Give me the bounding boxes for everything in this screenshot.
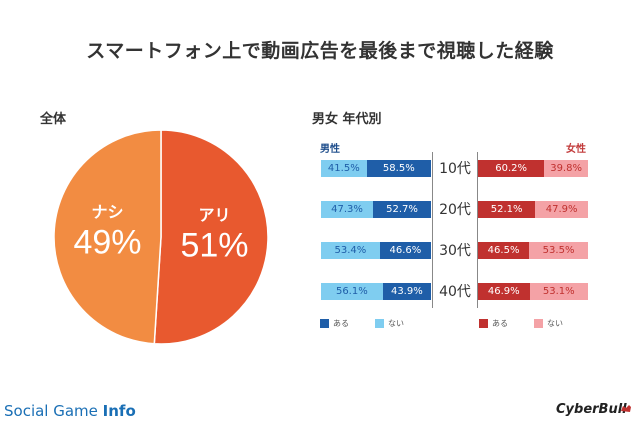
legend-female-no: ない: [534, 318, 563, 329]
legend-male-no: ない: [375, 318, 404, 329]
female-yes-segment: 60.2%: [478, 160, 545, 177]
male-yes-segment: 46.6%: [379, 242, 431, 259]
legend-female-yes: ある: [479, 318, 508, 329]
male-no-segment: 56.1%: [321, 283, 383, 300]
female-bar-40代: 46.9% 53.1%: [478, 283, 588, 300]
female-yes-segment: 46.5%: [478, 242, 530, 259]
cyberbull-logo: CyberBull: [556, 402, 627, 417]
male-no-segment: 47.3%: [321, 201, 374, 218]
legend-swatch: [534, 319, 543, 328]
female-no-segment: 39.8%: [544, 160, 588, 177]
male-bar-40代: 56.1% 43.9%: [321, 283, 431, 300]
legend-swatch: [375, 319, 384, 328]
female-axis-line: [477, 152, 478, 308]
male-bar-30代: 53.4% 46.6%: [321, 242, 431, 259]
pie-slice-value-0: 51%: [180, 227, 248, 265]
logo-text-a: Social Game: [4, 402, 103, 420]
male-legend: ある ない: [320, 318, 430, 329]
pie-chart: アリ 51% ナシ 49%: [53, 129, 269, 345]
male-bar-10代: 41.5% 58.5%: [321, 160, 431, 177]
male-no-segment: 41.5%: [321, 160, 367, 177]
female-group-label: 女性: [566, 144, 586, 155]
male-no-segment: 53.4%: [321, 242, 380, 259]
age-label: 10代: [439, 161, 471, 177]
male-yes-segment: 43.9%: [382, 283, 431, 300]
female-yes-segment: 52.1%: [478, 201, 536, 218]
female-no-segment: 53.1%: [529, 283, 588, 300]
female-bar-20代: 52.1% 47.9%: [478, 201, 588, 218]
legend-swatch: [320, 319, 329, 328]
legend-swatch: [479, 319, 488, 328]
male-group-label: 男性: [320, 144, 340, 155]
female-bar-10代: 60.2% 39.8%: [478, 160, 588, 177]
pie-slice-label-0: アリ: [198, 206, 230, 225]
female-no-segment: 53.5%: [529, 242, 588, 259]
overall-section-label: 全体: [40, 112, 67, 127]
female-bar-30代: 46.5% 53.5%: [478, 242, 588, 259]
female-no-segment: 47.9%: [535, 201, 588, 218]
legend-male-no-label: ない: [388, 319, 404, 328]
pie-slice-1: [53, 129, 162, 345]
logo-text-b: Info: [102, 402, 136, 420]
male-bar-20代: 47.3% 52.7%: [321, 201, 431, 218]
age-label: 20代: [439, 202, 471, 218]
chart-title: スマートフォン上で動画広告を最後まで視聴した経験: [86, 40, 554, 62]
pie-slice-0: [153, 129, 269, 345]
age-label: 30代: [439, 243, 471, 259]
social-game-info-logo: Social Game Info: [4, 402, 136, 420]
bull-icon: [621, 405, 631, 412]
legend-female-yes-label: ある: [492, 319, 508, 328]
pie-slice-value-1: 49%: [73, 223, 141, 261]
legend-female-no-label: ない: [547, 319, 563, 328]
legend-male-yes-label: ある: [333, 319, 349, 328]
age-label: 40代: [439, 284, 471, 300]
male-axis-line: [432, 152, 433, 308]
female-legend: ある ない: [479, 318, 589, 329]
pie-slice-label-1: ナシ: [92, 202, 124, 221]
legend-male-yes: ある: [320, 318, 349, 329]
male-yes-segment: 58.5%: [366, 160, 431, 177]
group-section-label: 男女 年代別: [312, 112, 382, 127]
male-yes-segment: 52.7%: [373, 201, 431, 218]
female-yes-segment: 46.9%: [478, 283, 530, 300]
